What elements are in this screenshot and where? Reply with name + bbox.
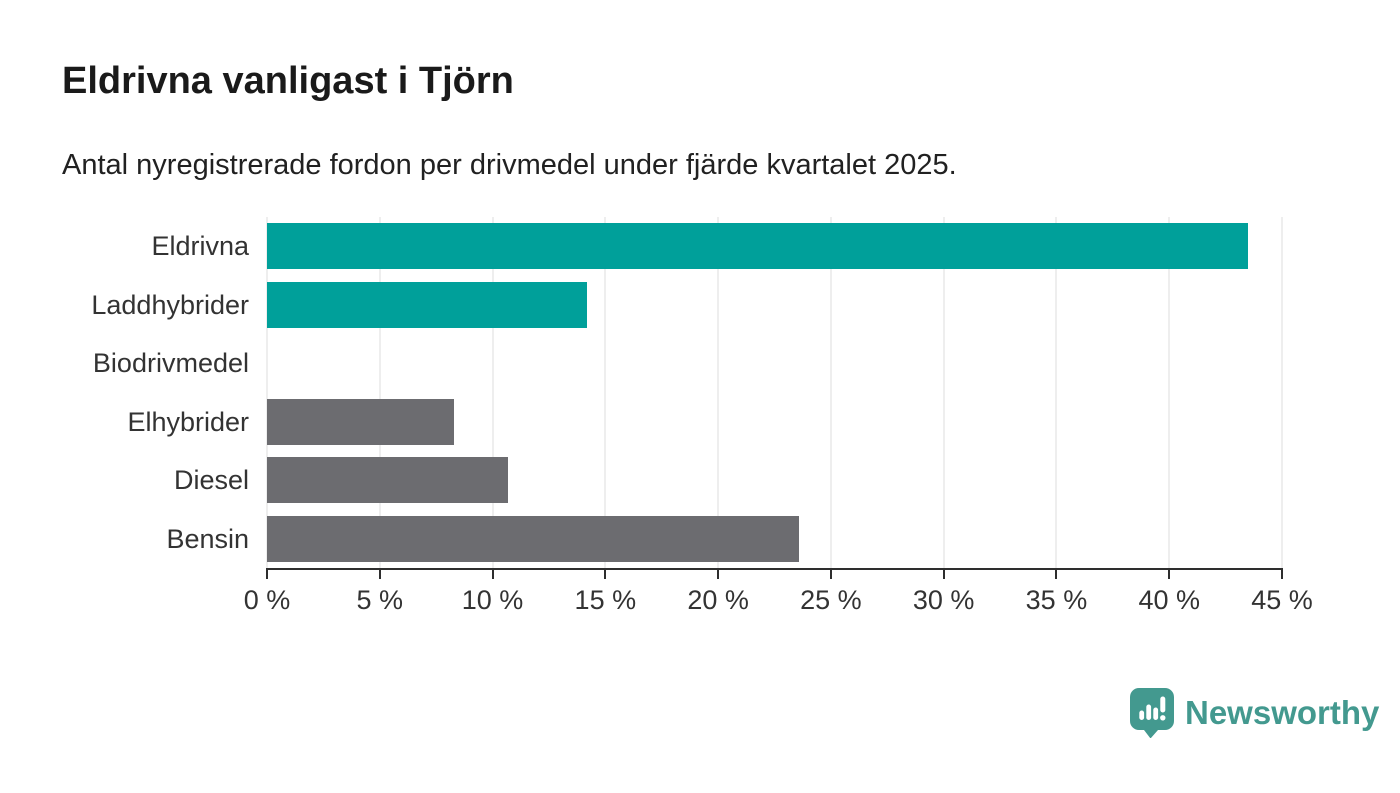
bar-laddhybrider	[267, 281, 588, 328]
gridline	[266, 217, 268, 568]
x-axis-tick	[942, 568, 945, 579]
x-axis-tick	[378, 568, 381, 579]
gridline	[604, 217, 606, 568]
x-axis-line	[267, 568, 1282, 570]
x-tick-label: 35 %	[1025, 585, 1088, 615]
category-axis: Eldrivna Laddhybrider Biodrivmedel Elhybrid…	[0, 217, 249, 568]
x-tick-label: 0 %	[243, 585, 291, 615]
x-tick-label: 10 %	[461, 585, 524, 615]
bar-elhybrider	[267, 398, 455, 445]
x-tick-label: 25 %	[800, 585, 862, 615]
bar-diesel	[267, 457, 509, 504]
x-axis-tick	[266, 568, 268, 579]
x-tick-label: 40 %	[1138, 585, 1200, 615]
x-axis-tick	[1168, 568, 1171, 579]
newsworthy-logo: Newsworthy	[1130, 688, 1379, 738]
bar-bensin	[267, 515, 800, 562]
x-axis-tick	[491, 568, 494, 579]
category-label-elhybrider: Elhybrider	[127, 406, 249, 437]
gridline	[1168, 217, 1170, 568]
gridline	[492, 217, 494, 568]
gridline	[830, 217, 832, 568]
x-tick-label: 15 %	[574, 585, 637, 615]
x-axis-tick	[1281, 568, 1283, 579]
plot-area	[266, 217, 1283, 568]
category-label-laddhybrider: Laddhybrider	[91, 289, 249, 320]
x-axis-tick	[1055, 568, 1058, 579]
x-axis-tick	[604, 568, 607, 579]
x-tick-label: 30 %	[912, 585, 975, 615]
gridline	[1055, 217, 1057, 568]
newsworthy-logo-icon	[1130, 688, 1174, 738]
category-label-eldrivna: Eldrivna	[151, 231, 249, 261]
gridline	[1281, 217, 1283, 568]
x-tick-label: 5 %	[356, 585, 404, 615]
category-label-diesel: Diesel	[173, 465, 249, 495]
x-axis: 0 % 5 % 10 % 15 % 20 % 25 % 30 % 35 % 40 % 45 %	[244, 568, 1313, 638]
chart-title: Eldrivna vanligast i Tjörn	[62, 60, 514, 102]
category-label-biodrivmedel: Biodrivmedel	[92, 348, 249, 378]
x-axis-tick	[717, 568, 720, 579]
gridline	[379, 217, 381, 568]
gridline	[717, 217, 719, 568]
x-tick-label: 45 %	[1251, 585, 1313, 615]
newsworthy-logo-text: Newsworthy	[1185, 694, 1380, 731]
x-tick-label: 20 %	[687, 585, 749, 615]
bar-eldrivna	[267, 223, 1249, 270]
x-axis-tick	[829, 568, 832, 579]
gridline	[943, 217, 945, 568]
chart-subtitle: Antal nyregistrerade fordon per drivmede…	[62, 149, 957, 181]
category-label-bensin: Bensin	[166, 523, 249, 554]
